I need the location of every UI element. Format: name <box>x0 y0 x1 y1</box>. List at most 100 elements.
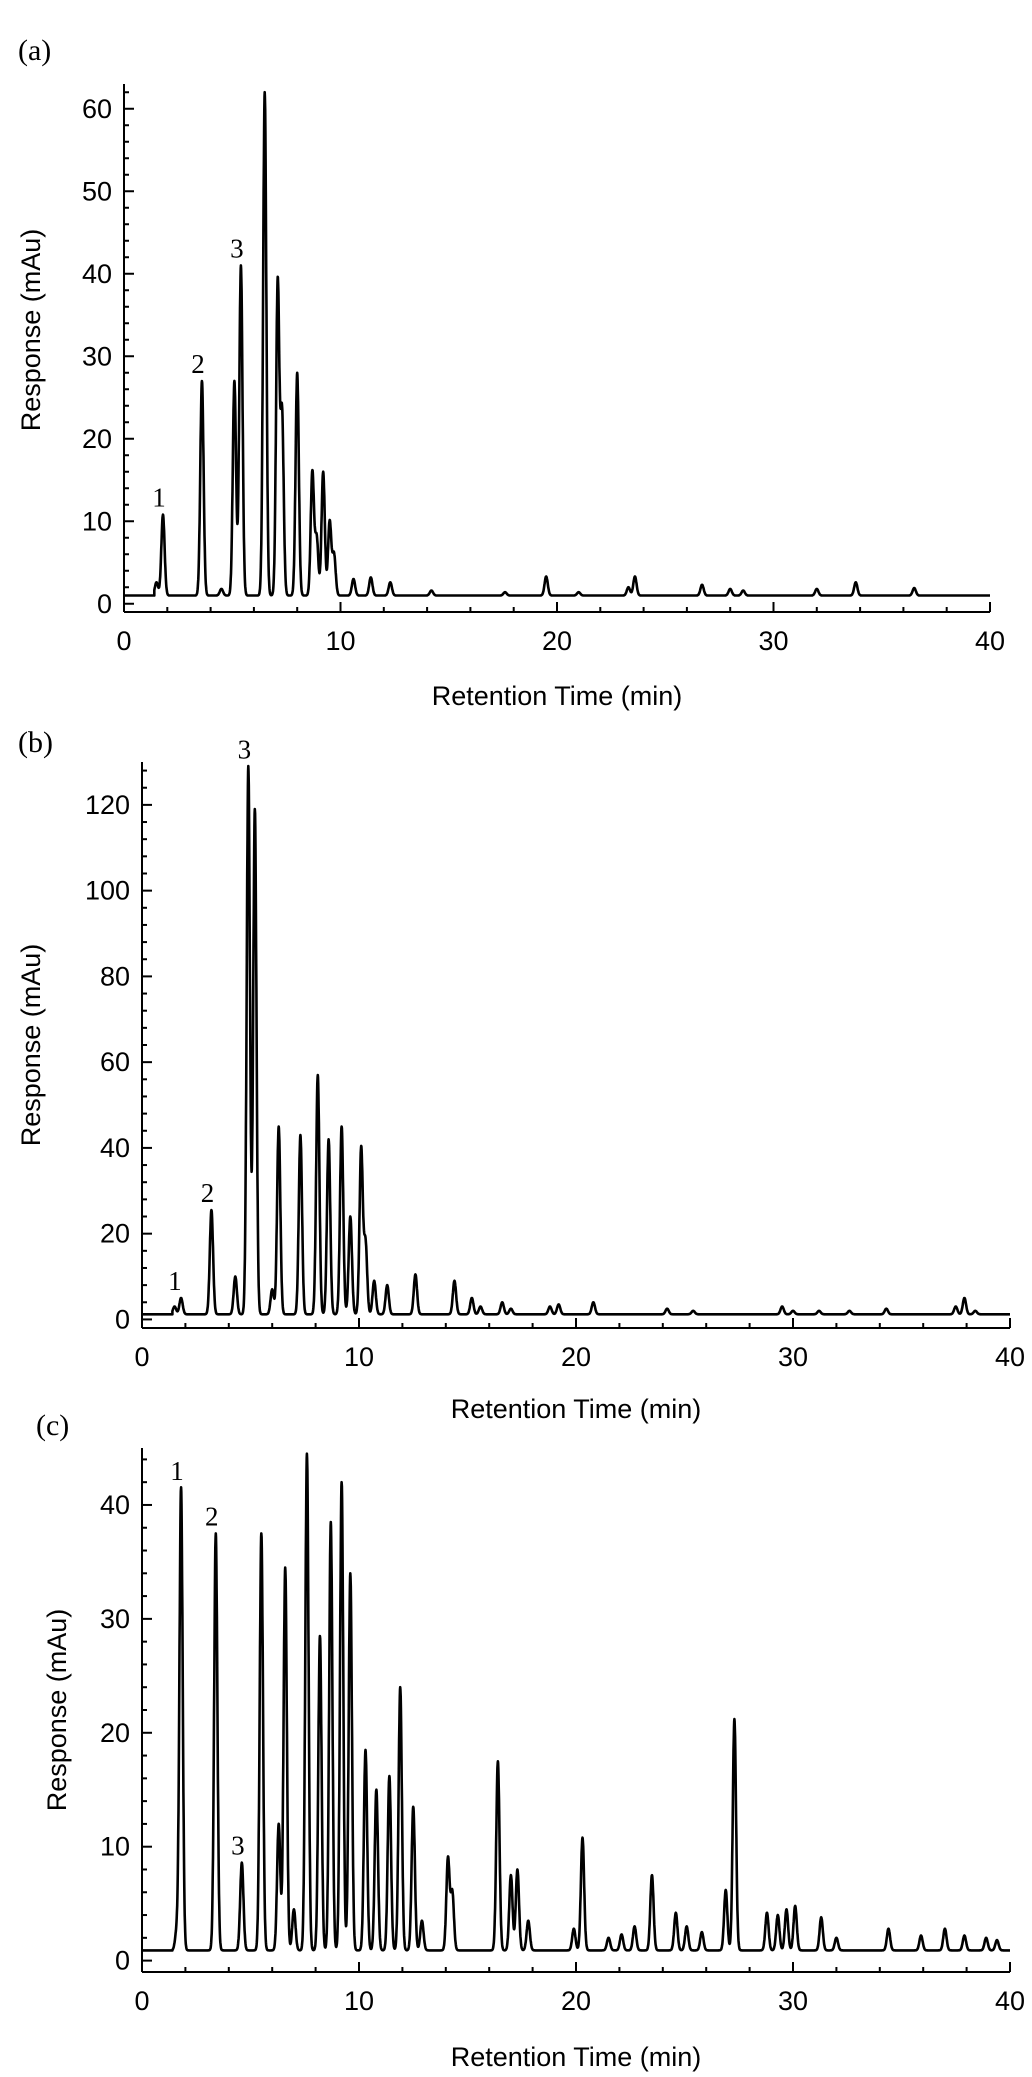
peak-point <box>504 591 506 593</box>
peak-point <box>414 1273 416 1275</box>
peak-point <box>447 1857 449 1859</box>
peak-point <box>955 1305 957 1307</box>
peak-point <box>742 589 744 591</box>
peak-point <box>777 1914 779 1916</box>
panel-a: (a) 0 10 20 30 40 0 10 20 30 40 50 60 Retention Time … <box>16 34 1005 711</box>
peak-point <box>281 413 283 415</box>
peak-point <box>284 1566 286 1568</box>
chromatogram-trace <box>142 764 1012 1316</box>
peak-point <box>277 281 279 283</box>
peak-point <box>328 520 330 522</box>
peak-label: 3 <box>230 234 244 264</box>
y-tick-label: 20 <box>100 1718 130 1748</box>
peak-point <box>271 1288 273 1290</box>
peak-point <box>278 1823 280 1825</box>
peak-point <box>848 1310 850 1312</box>
x-axis-title: Retention Time (min) <box>432 681 683 711</box>
peak-point <box>733 1718 735 1720</box>
peak-point <box>173 1305 175 1307</box>
peak-point <box>451 1891 453 1893</box>
peak-point <box>497 1760 499 1762</box>
y-tick-label: 60 <box>100 1047 130 1077</box>
peak-label: 2 <box>201 1178 215 1208</box>
peak-point <box>389 581 391 583</box>
x-axis-title: Retention Time (min) <box>451 1394 702 1424</box>
peak-point <box>501 1301 503 1303</box>
peak-point <box>430 589 432 591</box>
y-tick-label: 30 <box>100 1604 130 1634</box>
peak-point <box>816 588 818 590</box>
peak-point <box>766 1912 768 1914</box>
peak-point <box>675 1912 677 1914</box>
y-tick-label: 0 <box>115 1946 130 1976</box>
y-tick-label: 120 <box>85 790 130 820</box>
panel-letter: (c) <box>36 1409 69 1442</box>
chromatogram-trace <box>124 90 992 597</box>
peak-label: 2 <box>191 349 205 379</box>
y-tick-label: 80 <box>100 961 130 991</box>
peak-point <box>527 1920 529 1922</box>
x-tick-label: 30 <box>758 626 788 656</box>
peak-label: 1 <box>168 1266 182 1296</box>
x-tick-label: 0 <box>134 1986 149 2016</box>
y-tick-label: 100 <box>85 876 130 906</box>
peak-point <box>412 1806 414 1808</box>
peak-point <box>370 576 372 578</box>
peak-point <box>573 1928 575 1930</box>
peak-point <box>607 1937 609 1939</box>
peak-point <box>549 1305 551 1307</box>
peak-point <box>592 1301 594 1303</box>
peak-point <box>155 581 157 583</box>
peak-point <box>581 1836 583 1838</box>
peak-point <box>180 1487 182 1489</box>
peak-point <box>220 588 222 590</box>
peak-point <box>247 765 249 767</box>
peak-point <box>388 1775 390 1777</box>
panel-b: (b) 0 10 20 30 40 0 20 40 60 80 100 120 Retention Tim… <box>16 726 1025 1424</box>
peak-point <box>317 1074 319 1076</box>
peak-point <box>349 1572 351 1574</box>
x-tick-label: 10 <box>344 1342 374 1372</box>
peak-point <box>260 1532 262 1534</box>
x-tick-label: 10 <box>344 1986 374 2016</box>
peak-point <box>835 1937 837 1939</box>
peak-point <box>399 1686 401 1688</box>
peak-point <box>373 1280 375 1282</box>
peak-point <box>545 575 547 577</box>
peak-point <box>180 1297 182 1299</box>
y-tick-label: 20 <box>100 1219 130 1249</box>
x-tick-label: 20 <box>561 1342 591 1372</box>
y-tick-label: 40 <box>100 1490 130 1520</box>
peak-point <box>963 1934 965 1936</box>
peak-point <box>453 1280 455 1282</box>
y-tick-label: 60 <box>82 94 112 124</box>
peak-point <box>254 808 256 810</box>
x-tick-label: 30 <box>778 1342 808 1372</box>
peak-point <box>627 586 629 588</box>
peak-point <box>794 1905 796 1907</box>
peak-point <box>210 1209 212 1211</box>
peak-point <box>820 1916 822 1918</box>
peak-point <box>944 1928 946 1930</box>
peak-point <box>792 1310 794 1312</box>
y-axis-title: Response (mAu) <box>16 229 46 432</box>
peak-point <box>577 591 579 593</box>
peak-point <box>176 1930 178 1932</box>
y-tick-label: 40 <box>100 1133 130 1163</box>
peak-point <box>360 1147 362 1149</box>
peak-point <box>666 1308 668 1310</box>
y-tick-label: 10 <box>100 1832 130 1862</box>
x-tick-label: 40 <box>995 1986 1025 2016</box>
peak-point <box>215 1532 217 1534</box>
peak-point <box>234 1275 236 1277</box>
peak-point <box>818 1310 820 1312</box>
peak-point <box>510 1308 512 1310</box>
peak-point <box>701 584 703 586</box>
peak-point <box>479 1305 481 1307</box>
peak-point <box>319 1635 321 1637</box>
y-tick-label: 20 <box>82 424 112 454</box>
peak-label: 3 <box>231 1831 245 1861</box>
peak-point <box>333 553 335 555</box>
peak-point <box>306 1452 308 1454</box>
y-tick-label: 0 <box>97 589 112 619</box>
